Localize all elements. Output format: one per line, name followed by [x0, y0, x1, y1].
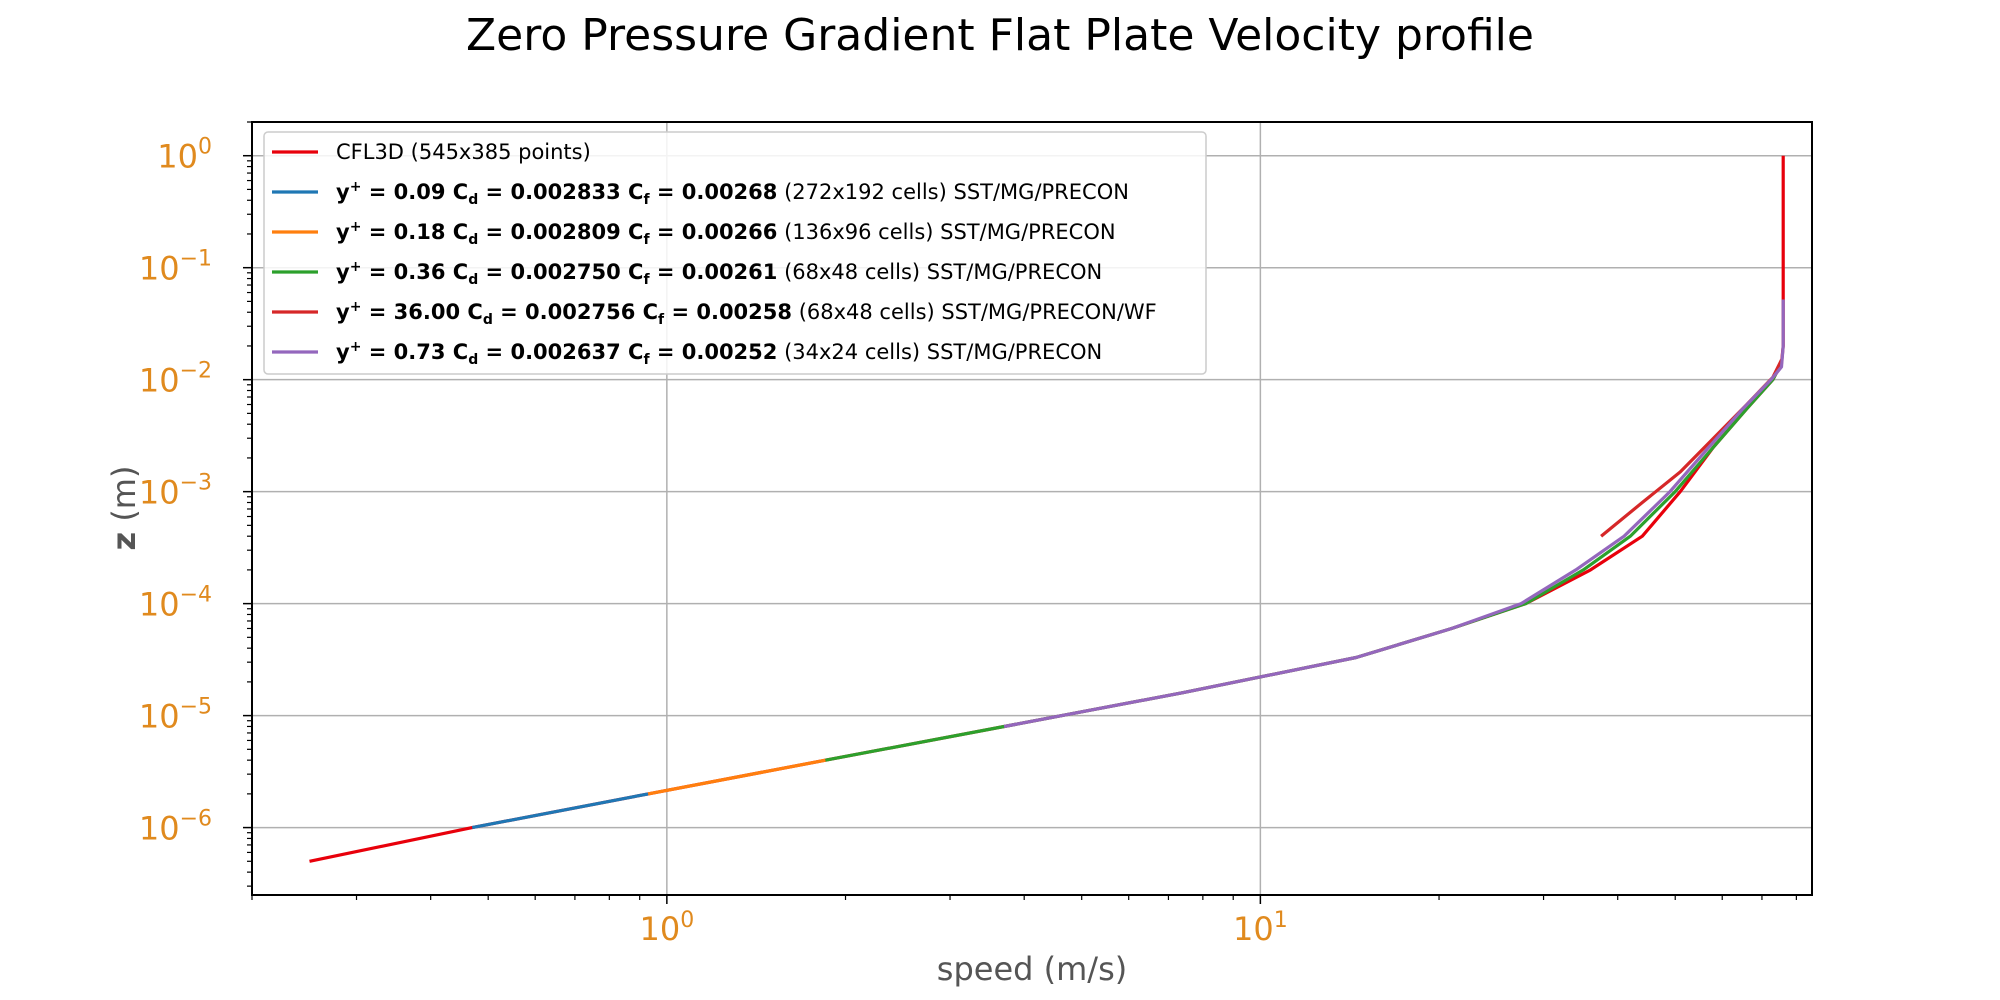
y-tick-label: 10−4	[139, 583, 212, 624]
x-tick-label: 100	[639, 908, 694, 948]
y-tick-label: 100	[157, 135, 212, 176]
y-axis-label: z (m)	[105, 466, 143, 551]
legend-box	[263, 131, 1207, 375]
x-tick-label: 101	[1233, 908, 1288, 948]
series-line-4	[825, 362, 1783, 762]
legend-label-3: y+ = 0.18 Cd = 0.002809 Cf = 0.00266 (13…	[336, 219, 1116, 248]
legend-label-1: CFL3D (545x385 points)	[336, 140, 591, 164]
legend-label-4: y+ = 0.36 Cd = 0.002750 Cf = 0.00261 (68…	[336, 259, 1102, 288]
series-line-5	[1600, 359, 1783, 538]
y-tick-label: 10−5	[139, 695, 212, 736]
legend-label-2: y+ = 0.09 Cd = 0.002833 Cf = 0.00268 (27…	[336, 179, 1129, 208]
y-tick-label: 10−3	[139, 471, 212, 512]
chart-title: Zero Pressure Gradient Flat Plate Veloci…	[466, 10, 1534, 61]
series-line-2	[471, 792, 649, 830]
y-tick-label: 10−1	[139, 247, 212, 288]
legend-label-5: y+ = 36.00 Cd = 0.002756 Cf = 0.00258 (6…	[336, 299, 1157, 328]
x-axis-label: speed (m/s)	[936, 950, 1128, 988]
series-lines	[309, 155, 1785, 863]
y-axis-variable: z	[105, 531, 143, 551]
series-line-3	[647, 758, 826, 796]
y-tick-label: 10−6	[139, 807, 212, 848]
series-line-6	[1003, 299, 1785, 729]
y-axis-unit: (m)	[105, 465, 143, 522]
legend-label-6: y+ = 0.73 Cd = 0.002637 Cf = 0.00252 (34…	[336, 339, 1102, 368]
legend: CFL3D (545x385 points) y+ = 0.09 Cd = 0.0…	[263, 131, 1207, 375]
y-tick-label: 10−2	[139, 359, 212, 400]
